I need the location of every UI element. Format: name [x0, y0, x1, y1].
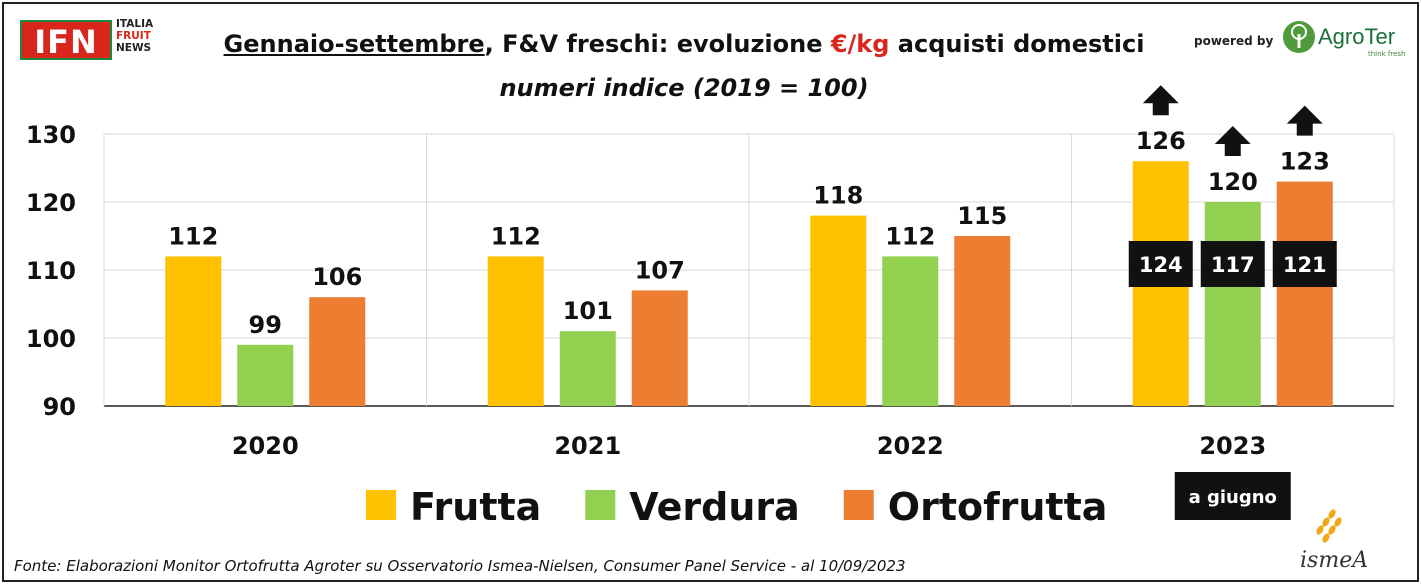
data-label: 106	[312, 263, 362, 291]
data-label: 115	[957, 202, 1007, 230]
data-label: 118	[813, 182, 863, 210]
powered-by-label: powered by	[1194, 34, 1274, 48]
legend-label-ortofrutta: Ortofrutta	[888, 485, 1108, 529]
data-label: 112	[491, 222, 541, 250]
legend-swatch-ortofrutta	[843, 490, 874, 520]
legend-layer: Frutta Verdura Ortofrutta	[366, 485, 1107, 529]
bar-verdura-2022	[882, 256, 939, 406]
legend-swatch-frutta	[366, 490, 396, 520]
legend-label-frutta: Frutta	[410, 485, 541, 529]
ismea-logo: ismeA	[1300, 508, 1380, 578]
x-tick-label: 2020	[232, 432, 299, 460]
y-tick-label: 110	[26, 257, 76, 285]
legend-label-verdura: Verdura	[629, 485, 799, 529]
arrow-up-icon	[1286, 105, 1323, 136]
title-unit: €/kg	[830, 30, 890, 58]
title-end: acquisti domestici	[889, 30, 1145, 58]
bar-chart: 90 100 110 120 130 112 99 106 2020 112 101 107 2021 1…	[26, 85, 1395, 529]
bar-ortofrutta-2020	[309, 297, 366, 406]
agroter-tagline: think fresh	[1368, 50, 1406, 58]
bar-verdura-2021	[559, 331, 616, 406]
data-label: 126	[1136, 127, 1186, 155]
ifn-logo-subtext: ITALIA FRUIT NEWS	[116, 18, 153, 54]
legend-swatch-verdura	[585, 490, 616, 520]
june-value-box	[1200, 241, 1265, 287]
chart-subtitle: numeri indice (2019 = 100)	[499, 74, 869, 102]
ifn-logo-line2: FRUIT	[116, 30, 151, 42]
data-label: 112	[168, 222, 218, 250]
agroter-logo: AgroTer think fresh	[1282, 20, 1412, 60]
data-label: 107	[635, 256, 685, 284]
ifn-logo-line3: NEWS	[116, 42, 152, 54]
title-middle: , F&V freschi: evoluzione	[484, 30, 831, 58]
labels-layer: 90 100 110 120 130 112 99 106 2020 112 101 107 2021 1…	[26, 85, 1337, 520]
june-value-box	[1272, 241, 1337, 287]
ifn-logo: IFN ITALIA FRUIT NEWS	[20, 18, 170, 66]
ifn-logo-mark: IFN	[20, 20, 112, 61]
agroter-name: AgroTer	[1318, 24, 1396, 49]
june-value-label: 121	[1283, 253, 1327, 277]
data-label: 101	[563, 297, 613, 325]
source-note: Fonte: Elaborazioni Monitor Ortofrutta A…	[14, 557, 906, 575]
y-tick-label: 120	[26, 189, 76, 217]
bars-layer	[165, 161, 1333, 406]
june-note-label: a giugno	[1189, 487, 1277, 508]
ifn-logo-line1: ITALIA	[116, 18, 154, 30]
june-value-box	[1128, 241, 1193, 287]
x-tick-label: 2022	[877, 432, 944, 460]
data-label: 120	[1208, 168, 1258, 196]
june-value-label: 124	[1139, 253, 1183, 277]
bar-frutta-2020	[165, 256, 222, 406]
bar-ortofrutta-2023	[1276, 181, 1333, 406]
bar-verdura-2020	[237, 344, 294, 406]
chart-title: Gennaio-settembre, F&V freschi: evoluzio…	[184, 30, 1184, 58]
bar-ortofrutta-2022	[954, 236, 1011, 406]
data-label: 99	[249, 311, 282, 339]
x-tick-label: 2023	[1199, 432, 1266, 460]
bar-verdura-2023	[1204, 202, 1261, 406]
grid-layer	[103, 133, 1395, 407]
bar-frutta-2021	[487, 256, 544, 406]
june-value-label: 117	[1211, 253, 1255, 277]
june-note-box	[1174, 472, 1291, 520]
arrow-up-icon	[1214, 126, 1251, 156]
y-tick-label: 130	[26, 121, 76, 149]
data-label: 123	[1280, 148, 1330, 176]
bar-ortofrutta-2021	[631, 290, 688, 406]
wheat-icon	[1316, 509, 1342, 543]
title-period: Gennaio-settembre	[223, 30, 485, 58]
ismea-name: ismeA	[1300, 548, 1369, 573]
bar-frutta-2022	[810, 215, 867, 406]
x-tick-label: 2021	[554, 432, 621, 460]
arrow-up-icon	[1142, 85, 1179, 116]
data-label: 112	[885, 222, 935, 250]
y-tick-label: 100	[26, 325, 76, 353]
y-tick-label: 90	[43, 393, 76, 421]
tree-icon	[1283, 21, 1315, 53]
